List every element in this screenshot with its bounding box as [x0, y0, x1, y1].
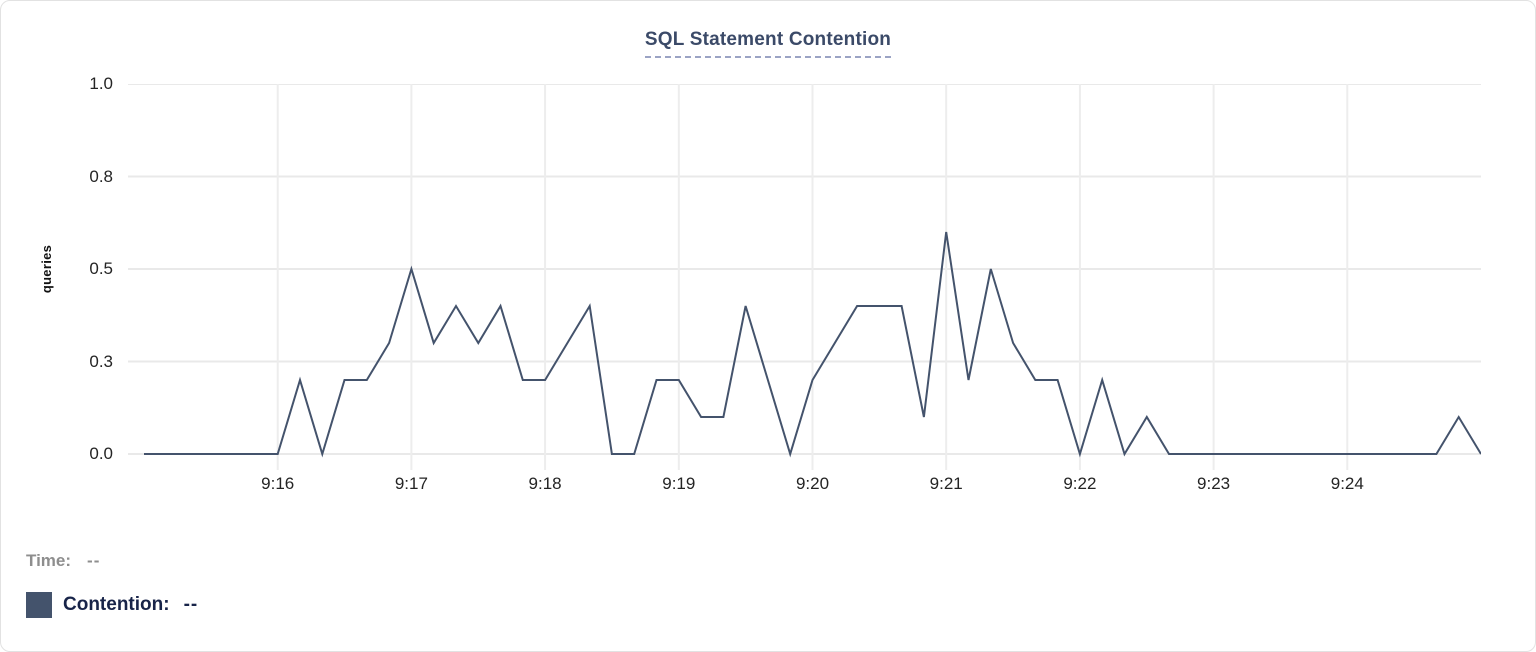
contention-series-line — [144, 231, 1482, 458]
x-tick-label: 9:21 — [929, 474, 963, 493]
legend-time-row: Time: -- — [26, 546, 198, 576]
chart-title[interactable]: SQL Statement Contention — [644, 29, 892, 58]
chart-header: SQL Statement Contention — [1, 29, 1535, 58]
chart-canvas[interactable] — [128, 83, 1482, 470]
x-tick-label: 9:18 — [528, 474, 562, 493]
legend-contention-value: -- — [183, 594, 199, 615]
y-tick-label: 0.3 — [89, 351, 113, 371]
chart-plot-area[interactable] — [128, 83, 1482, 470]
x-tick-label: 9:20 — [795, 474, 830, 493]
x-tick-label: 9:22 — [1063, 474, 1097, 493]
x-tick-label: 9:17 — [394, 474, 428, 493]
y-tick-label: 0.8 — [89, 166, 113, 186]
x-tick-label: 9:16 — [261, 474, 295, 493]
y-tick-label: 0.0 — [89, 444, 113, 463]
x-tick-label: 9:19 — [662, 474, 696, 493]
legend-time-value: -- — [87, 551, 101, 570]
y-tick-label: 1.0 — [89, 74, 113, 93]
legend-time-label: Time: — [26, 551, 72, 570]
legend-contention-label: Contention: — [63, 594, 170, 615]
x-tick-label: 9:23 — [1197, 474, 1231, 493]
y-tick-label: 0.5 — [89, 259, 113, 278]
chart-legend: Time: -- Contention: -- — [26, 546, 198, 634]
x-tick-label: 9:24 — [1330, 474, 1364, 493]
legend-contention-row: Contention: -- — [26, 590, 198, 620]
contention-series-swatch — [26, 592, 52, 618]
